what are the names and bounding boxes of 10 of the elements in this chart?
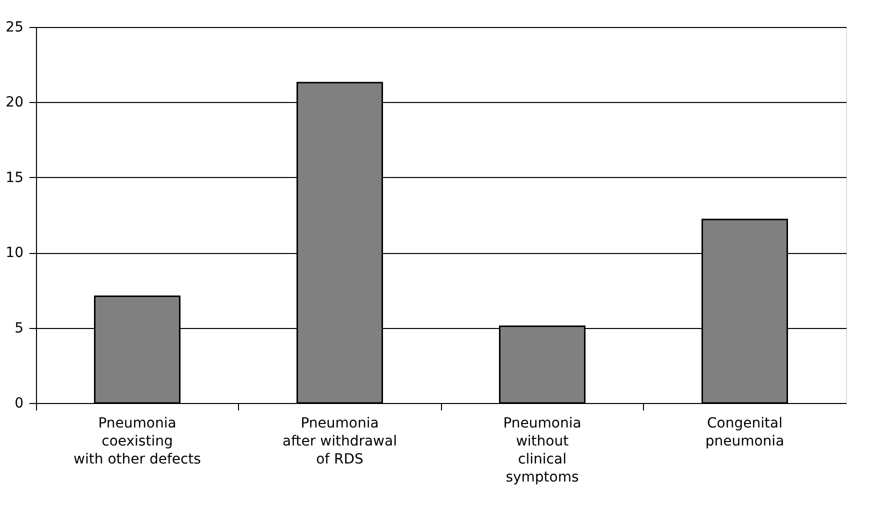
x-tick-label: Pneumonia after withdrawal of RDS <box>282 416 397 468</box>
y-tick-label: 20 <box>6 94 24 111</box>
x-tick-label: Pneumonia without clinical symptoms <box>503 416 582 486</box>
y-tick-label: 0 <box>14 396 24 412</box>
y-tick-label: 25 <box>6 20 24 36</box>
x-tick-label: Pneumonia coexisting with other defects <box>74 416 201 468</box>
y-tick-label: 15 <box>6 170 24 186</box>
y-tick-label: 5 <box>14 320 24 336</box>
y-tick-label: 10 <box>6 245 24 262</box>
x-tick-label: Congenital pneumonia <box>705 416 784 450</box>
